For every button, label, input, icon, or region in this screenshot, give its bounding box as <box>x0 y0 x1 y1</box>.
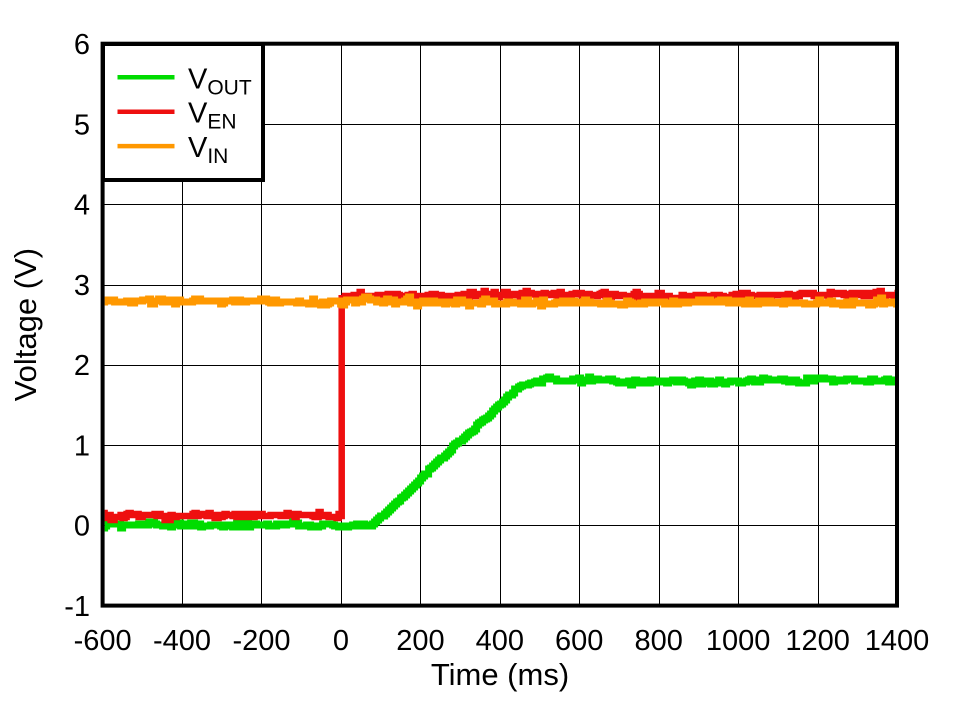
svg-text:-400: -400 <box>153 625 211 657</box>
svg-text:2: 2 <box>74 350 90 382</box>
svg-text:1: 1 <box>74 431 90 463</box>
svg-text:5: 5 <box>74 109 90 141</box>
svg-text:6: 6 <box>74 29 90 61</box>
svg-text:400: 400 <box>476 625 524 657</box>
svg-text:4: 4 <box>74 190 90 222</box>
svg-text:1400: 1400 <box>865 625 930 657</box>
svg-text:Time (ms): Time (ms) <box>431 657 569 692</box>
svg-text:0: 0 <box>333 625 349 657</box>
svg-text:-1: -1 <box>64 591 90 623</box>
svg-text:800: 800 <box>635 625 683 657</box>
svg-text:200: 200 <box>396 625 444 657</box>
svg-text:1200: 1200 <box>785 625 850 657</box>
svg-text:3: 3 <box>74 270 90 302</box>
svg-text:-600: -600 <box>74 625 132 657</box>
svg-text:Voltage (V): Voltage (V) <box>8 248 43 401</box>
svg-text:-200: -200 <box>232 625 290 657</box>
svg-text:1000: 1000 <box>706 625 771 657</box>
svg-text:600: 600 <box>555 625 603 657</box>
svg-text:0: 0 <box>74 511 90 543</box>
